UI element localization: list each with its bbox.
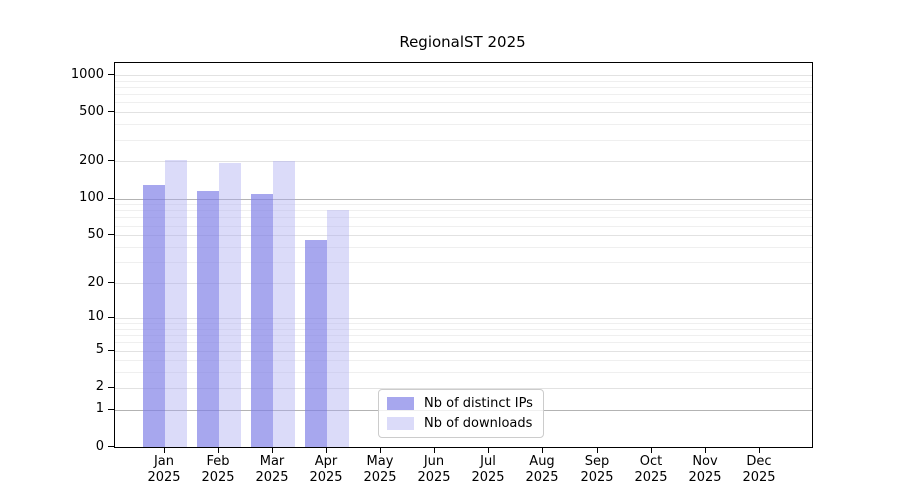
legend-label-downloads: Nb of downloads: [424, 416, 533, 431]
x-tick-mark-aug: [542, 447, 543, 453]
bar-distinct-ips-jan: [143, 185, 165, 447]
gridline-600: [115, 102, 812, 103]
gridline-70: [115, 217, 812, 218]
x-tick-mark-feb: [218, 447, 219, 453]
gridline-300: [115, 140, 812, 141]
y-tick-label-1000: 1000: [70, 67, 104, 82]
bar-distinct-ips-feb: [197, 191, 219, 447]
y-tick-mark-50: [108, 234, 114, 235]
x-tick-label-oct: Oct 2025: [634, 454, 668, 485]
x-tick-label-feb: Feb 2025: [201, 454, 235, 485]
bar-distinct-ips-apr: [305, 240, 327, 447]
x-tick-label-dec: Dec 2025: [742, 454, 776, 485]
legend-label-distinct-ips: Nb of distinct IPs: [424, 396, 533, 411]
gridline-6: [115, 342, 812, 343]
y-tick-mark-2: [108, 387, 114, 388]
x-tick-mark-sep: [597, 447, 598, 453]
y-tick-label-200: 200: [79, 153, 104, 168]
y-tick-mark-20: [108, 282, 114, 283]
x-tick-mark-nov: [705, 447, 706, 453]
x-tick-mark-oct: [651, 447, 652, 453]
x-tick-mark-jul: [488, 447, 489, 453]
y-tick-mark-0: [108, 446, 114, 447]
x-tick-mark-jan: [164, 447, 165, 453]
gridline-4: [115, 360, 812, 361]
y-tick-label-0: 0: [95, 439, 104, 454]
y-tick-mark-5: [108, 350, 114, 351]
y-tick-mark-1000: [108, 74, 114, 75]
y-tick-mark-100: [108, 198, 114, 199]
x-tick-label-aug: Aug 2025: [525, 454, 559, 485]
y-tick-label-5: 5: [95, 342, 104, 357]
y-tick-label-1: 1: [95, 401, 104, 416]
gridline-900: [115, 81, 812, 82]
bar-downloads-feb: [219, 163, 241, 447]
y-tick-label-100: 100: [79, 190, 104, 205]
y-tick-label-50: 50: [87, 227, 104, 242]
x-tick-mark-dec: [759, 447, 760, 453]
x-tick-label-jan: Jan 2025: [147, 454, 181, 485]
gridline-40: [115, 247, 812, 248]
y-tick-mark-500: [108, 111, 114, 112]
x-tick-label-may: May 2025: [363, 454, 397, 485]
x-tick-label-mar: Mar 2025: [255, 454, 289, 485]
gridline-500: [115, 112, 812, 113]
gridline-30: [115, 262, 812, 263]
gridline-10: [115, 318, 812, 319]
y-tick-label-500: 500: [79, 104, 104, 119]
x-tick-mark-apr: [326, 447, 327, 453]
gridline-20: [115, 283, 812, 284]
legend-swatch-downloads: [387, 417, 414, 430]
plot-area: [114, 62, 813, 448]
gridline-80: [115, 210, 812, 211]
legend-swatch-distinct-ips: [387, 397, 414, 410]
x-tick-mark-may: [380, 447, 381, 453]
x-tick-mark-mar: [272, 447, 273, 453]
gridline-700: [115, 94, 812, 95]
gridline-200: [115, 161, 812, 162]
x-tick-label-apr: Apr 2025: [309, 454, 343, 485]
gridline-400: [115, 124, 812, 125]
bar-downloads-mar: [273, 161, 295, 447]
gridline-90: [115, 204, 812, 205]
x-tick-label-jul: Jul 2025: [471, 454, 505, 485]
gridline-7: [115, 335, 812, 336]
chart-title: RegionalST 2025: [399, 33, 526, 51]
bar-downloads-jan: [165, 160, 187, 447]
legend: Nb of distinct IPs Nb of downloads: [378, 389, 544, 438]
y-tick-label-10: 10: [87, 309, 104, 324]
x-tick-label-jun: Jun 2025: [417, 454, 451, 485]
y-tick-label-20: 20: [87, 275, 104, 290]
gridline-9: [115, 323, 812, 324]
y-tick-label-2: 2: [95, 379, 104, 394]
gridline-800: [115, 87, 812, 88]
y-tick-mark-200: [108, 160, 114, 161]
gridline-2: [115, 388, 812, 389]
legend-row-downloads: Nb of downloads: [387, 416, 543, 431]
bar-downloads-apr: [327, 210, 349, 447]
x-tick-mark-jun: [434, 447, 435, 453]
gridline-8: [115, 329, 812, 330]
legend-row-distinct-ips: Nb of distinct IPs: [387, 396, 543, 411]
gridline-100: [115, 199, 812, 200]
gridline-50: [115, 235, 812, 236]
x-tick-label-sep: Sep 2025: [580, 454, 614, 485]
x-tick-label-nov: Nov 2025: [688, 454, 722, 485]
gridline-3: [115, 372, 812, 373]
y-tick-mark-10: [108, 317, 114, 318]
gridline-60: [115, 226, 812, 227]
gridline-1000: [115, 75, 812, 76]
y-tick-mark-1: [108, 409, 114, 410]
gridline-5: [115, 351, 812, 352]
bar-distinct-ips-mar: [251, 194, 273, 447]
